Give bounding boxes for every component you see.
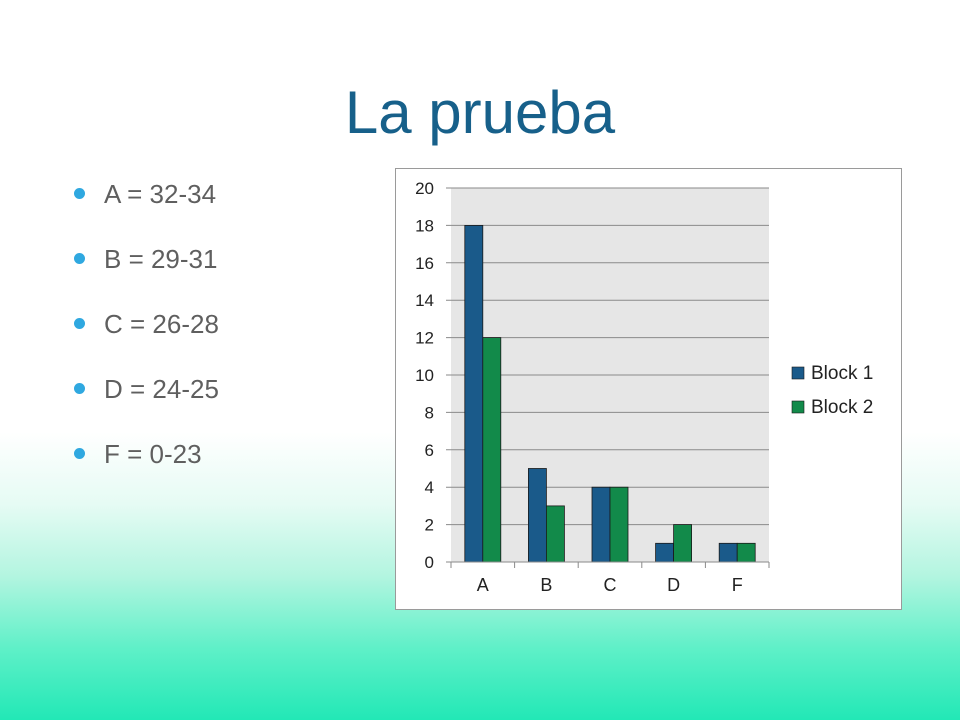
grade-distribution-chart: 0 2 4 6 8 10 12 14 16 18 20 A B C D F Block 1 Block 2 — [395, 168, 902, 610]
slide-title: La prueba — [344, 79, 616, 146]
bullet-icon — [74, 318, 85, 329]
bar-block-2-a — [482, 337, 502, 563]
y-tick-label: 8 — [425, 403, 434, 422]
bar-block-1-d — [655, 542, 675, 563]
legend-swatch — [791, 400, 805, 414]
y-tick-label: 0 — [425, 553, 434, 572]
bullet-icon — [74, 448, 85, 459]
x-tick-label: D — [667, 575, 680, 595]
legend-label: Block 2 — [811, 397, 873, 418]
bar-block-1-b — [527, 468, 547, 563]
bar-block-2-b — [545, 505, 565, 563]
x-tick-label: F — [732, 575, 743, 595]
bar-block-2-c — [609, 486, 629, 563]
grade-text: A = 32-34 — [104, 179, 217, 209]
y-tick-label: 14 — [415, 291, 434, 310]
bar-block-2-d — [673, 524, 693, 563]
grade-item-f: F = 0-23 — [72, 428, 219, 493]
y-tick-label: 4 — [425, 478, 434, 497]
bar-block-1-c — [591, 486, 611, 563]
grade-scale-list: A = 32-34 B = 29-31 C = 26-28 D = 24-25 … — [72, 168, 219, 493]
x-tick-label: A — [477, 575, 489, 595]
grade-text: D = 24-25 — [104, 374, 219, 404]
bar-block-1-f — [718, 542, 738, 563]
bar-block-1-a — [464, 225, 484, 563]
y-tick-label: 16 — [415, 254, 434, 273]
grade-text: F = 0-23 — [104, 439, 202, 469]
y-tick-label: 18 — [415, 216, 434, 235]
y-tick-label: 6 — [425, 441, 434, 460]
bar-chart-svg: 0 2 4 6 8 10 12 14 16 18 20 A B C D F Block 1 Block 2 — [415, 179, 873, 595]
grade-item-c: C = 26-28 — [72, 298, 219, 363]
grade-text: C = 26-28 — [104, 309, 219, 339]
grade-item-d: D = 24-25 — [72, 363, 219, 428]
legend-label: Block 1 — [811, 363, 873, 384]
bullet-icon — [74, 253, 85, 264]
y-tick-label: 12 — [415, 329, 434, 348]
bar-block-2-f — [736, 542, 756, 563]
y-tick-label: 10 — [415, 366, 434, 385]
x-tick-label: C — [604, 575, 617, 595]
grade-item-a: A = 32-34 — [72, 168, 219, 233]
bullet-icon — [74, 188, 85, 199]
bullet-icon — [74, 383, 85, 394]
grade-text: B = 29-31 — [104, 244, 218, 274]
y-tick-label: 2 — [425, 516, 434, 535]
grade-item-b: B = 29-31 — [72, 233, 219, 298]
x-tick-label: B — [540, 575, 552, 595]
legend-swatch — [791, 366, 805, 380]
y-tick-label: 20 — [415, 179, 434, 198]
